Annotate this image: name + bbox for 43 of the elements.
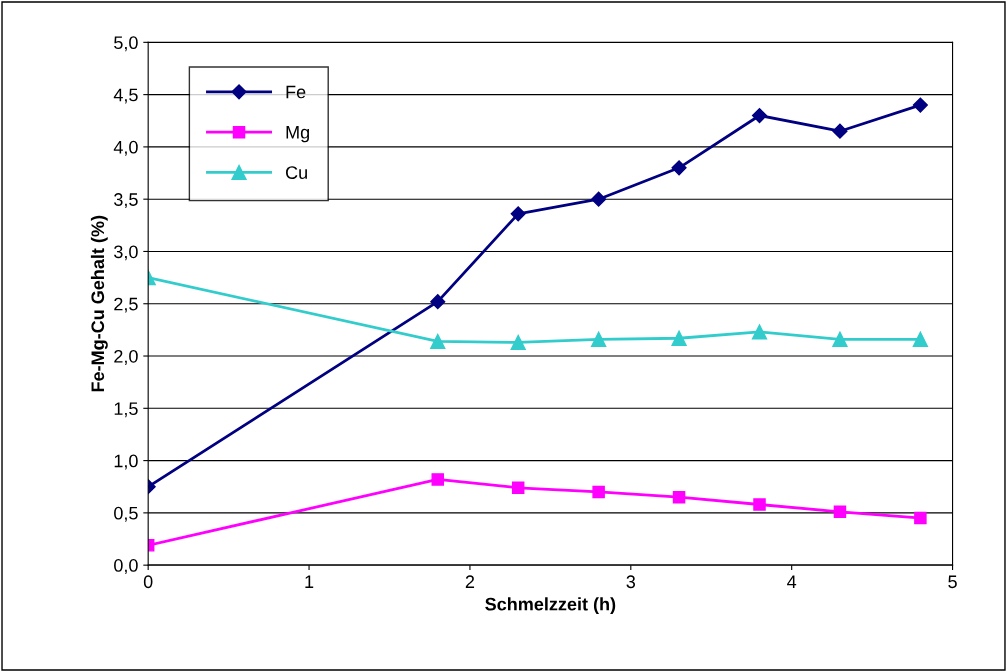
x-tick-label: 3 [626,575,636,589]
x-tick-label: 2 [465,575,475,588]
point [431,473,445,486]
y-tick-label: 5,0 [114,36,138,52]
point [914,511,927,525]
point [833,505,847,519]
y-tick-label: 3,0 [114,245,138,261]
x-tick-label: 4 [787,575,797,588]
point [510,206,526,222]
y-tick-label: 4,0 [113,140,138,156]
y-tick-label: 0,5 [114,506,138,522]
point [912,97,928,113]
x-axis-title: Schmelzzeit (h) [485,597,616,615]
y-tick-label: 2,0 [114,349,138,365]
point [510,334,526,351]
point [671,330,687,346]
y-tick-label: 1,5 [114,402,138,418]
x-tick-label: 5 [948,575,957,589]
y-tick-label: 2,5 [114,297,138,313]
legend-label: Mg [286,126,309,143]
y-tick-label: 3,5 [114,193,138,209]
y-tick-label: 0,0 [114,559,138,574]
point [832,331,848,347]
y-tick-label: 1,0 [114,454,138,470]
legend-label: Cu [285,166,307,179]
point [592,485,605,499]
x-tick-label: 1 [305,575,314,588]
point [511,481,525,495]
point [430,294,446,310]
legend-label: Fe [286,85,306,99]
y-tick-label: 4,5 [113,88,138,104]
point [591,191,607,207]
point [832,123,848,139]
point [753,498,766,511]
point [590,331,607,347]
y-axis-title: Fe-Mg-Cu Gehalt (%) [90,215,108,392]
point [671,160,687,176]
x-tick-label: 0 [143,575,153,589]
point [912,331,929,347]
point [430,333,446,350]
point [751,107,768,124]
point [672,490,686,504]
point [751,324,768,340]
